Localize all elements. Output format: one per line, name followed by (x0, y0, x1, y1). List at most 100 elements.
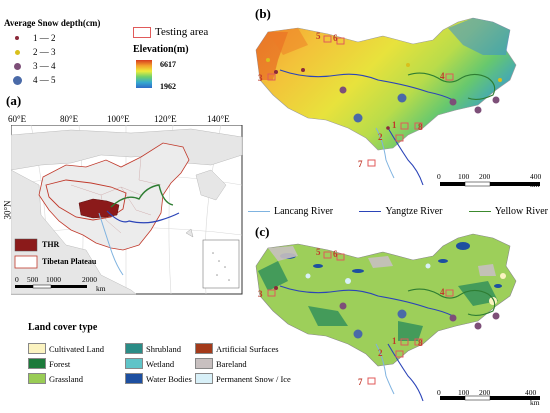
landcover-label: Forest (49, 358, 71, 369)
overview-scale-unit: km (96, 284, 106, 293)
map-scale-100: 100 (458, 388, 470, 397)
panel-c-label: (c) (255, 224, 270, 239)
landcover-label: Shrubland (146, 343, 181, 354)
landcover-label: Permanent Snow / Ice (216, 373, 291, 384)
site-1: 1 (392, 336, 397, 346)
landcover-item: Artificial Surfaces (195, 343, 279, 354)
lon-label: 100°E (107, 114, 130, 124)
overview-map (11, 125, 243, 295)
map-scale-200: 200 (479, 388, 491, 397)
landcover-item: Cultivated Land (28, 343, 104, 354)
map-scale-unit: km (530, 398, 540, 407)
landcover-item: Permanent Snow / Ice (195, 373, 291, 384)
snow-class-label: 3 — 4 (33, 61, 56, 71)
line-icon (359, 211, 382, 212)
landcover-item: Shrubland (125, 343, 181, 354)
overview-scale-1000: 1000 (46, 275, 61, 284)
lon-label: 80°E (60, 114, 79, 124)
site-5: 5 (316, 247, 321, 257)
landcover-map (255, 233, 540, 402)
snow-class-label: 4 — 5 (33, 75, 56, 85)
swatch-icon (125, 358, 143, 369)
landcover-label: Wetland (146, 358, 175, 369)
snow-dot-icon (15, 49, 20, 55)
thr-label: THR (42, 240, 60, 249)
swatch-icon (195, 373, 213, 384)
swatch-icon (125, 343, 143, 354)
testing-area-label: Testing area (155, 26, 209, 38)
site-6: 6 (333, 33, 338, 43)
elevation-ramp (136, 60, 152, 88)
map-scale-200: 200 (479, 172, 491, 181)
map-scale-unit: km (530, 180, 540, 189)
map-scale-400: 400 (530, 172, 542, 181)
snow-class-3: 3 — 4 (10, 59, 56, 73)
snow-legend-title: Average Snow depth(cm) (4, 18, 101, 28)
map-scale-100: 100 (458, 172, 470, 181)
site-4: 4 (440, 71, 445, 81)
swatch-icon (195, 343, 213, 354)
site-5: 5 (316, 31, 321, 41)
river-label: Yangtze River (385, 206, 443, 217)
river-legend: Lancang River Yangtze River Yellow River (248, 206, 548, 217)
snow-points (266, 58, 502, 130)
china-outline (38, 142, 190, 251)
river-item-yangtze: Yangtze River (359, 206, 443, 217)
snow-class-4: 4 — 5 (10, 73, 56, 87)
map-scale-0: 0 (437, 172, 441, 181)
swatch-icon (28, 373, 46, 384)
lon-label: 60°E (8, 114, 27, 124)
line-icon (248, 211, 270, 212)
snow-class-label: 2 — 3 (33, 47, 56, 57)
site-2: 2 (378, 348, 383, 358)
panel-b-label: (b) (255, 6, 271, 21)
river-label: Lancang River (274, 206, 334, 217)
landcover-label: Grassland (49, 373, 83, 384)
overview-scale-0: 0 (15, 275, 19, 284)
site-3: 3 (258, 289, 263, 299)
snow-class-1: 1 — 2 (10, 31, 56, 45)
site-6: 6 (333, 249, 338, 259)
landcover-item: Wetland (125, 358, 174, 369)
lon-label: 120°E (154, 114, 177, 124)
snow-dot-icon (14, 62, 21, 70)
river-label: Yellow River (494, 206, 548, 217)
elevation-map (255, 17, 540, 187)
landcover-item: Grassland (28, 373, 83, 384)
map-scale-0: 0 (437, 388, 441, 397)
swatch-icon (28, 358, 46, 369)
lon-label: 140°E (207, 114, 230, 124)
site-7: 7 (358, 377, 363, 387)
site-7: 7 (358, 159, 363, 169)
landcover-label: Cultivated Land (49, 343, 105, 354)
thr-elevation-shape (255, 17, 517, 151)
elevation-min: 1962 (160, 82, 176, 91)
landcover-label: Artificial Surfaces (216, 343, 279, 354)
landcover-item: Forest (28, 358, 70, 369)
testing-area-legend: Testing area (133, 26, 208, 38)
river-item-yellow: Yellow River (468, 206, 548, 217)
swatch-icon (28, 343, 46, 354)
river-item-lancang: Lancang River (248, 206, 333, 217)
landcover-label: Bareland (216, 358, 247, 369)
site-1: 1 (392, 120, 397, 130)
panel-a-label: (a) (6, 93, 22, 108)
snow-dot-icon (13, 75, 22, 85)
elevation-legend-title: Elevation(m) (133, 44, 189, 55)
landcover-label: Water Bodies (146, 373, 192, 384)
site-8: 8 (418, 122, 423, 132)
site-2: 2 (378, 132, 383, 142)
elevation-max: 6617 (160, 60, 176, 69)
landcover-item: Bareland (195, 358, 247, 369)
swatch-icon (195, 358, 213, 369)
overview-scale-500: 500 (27, 275, 39, 284)
landcover-legend-title: Land cover type (28, 322, 98, 333)
site-3: 3 (258, 73, 263, 83)
swatch-icon (125, 373, 143, 384)
overview-scale-2000: 2000 (82, 275, 97, 284)
testing-area-swatch (133, 26, 151, 38)
site-8: 8 (418, 338, 423, 348)
site-4: 4 (440, 287, 445, 297)
map-scale-400: 400 (525, 388, 537, 397)
snow-class-2: 2 — 3 (10, 45, 56, 59)
